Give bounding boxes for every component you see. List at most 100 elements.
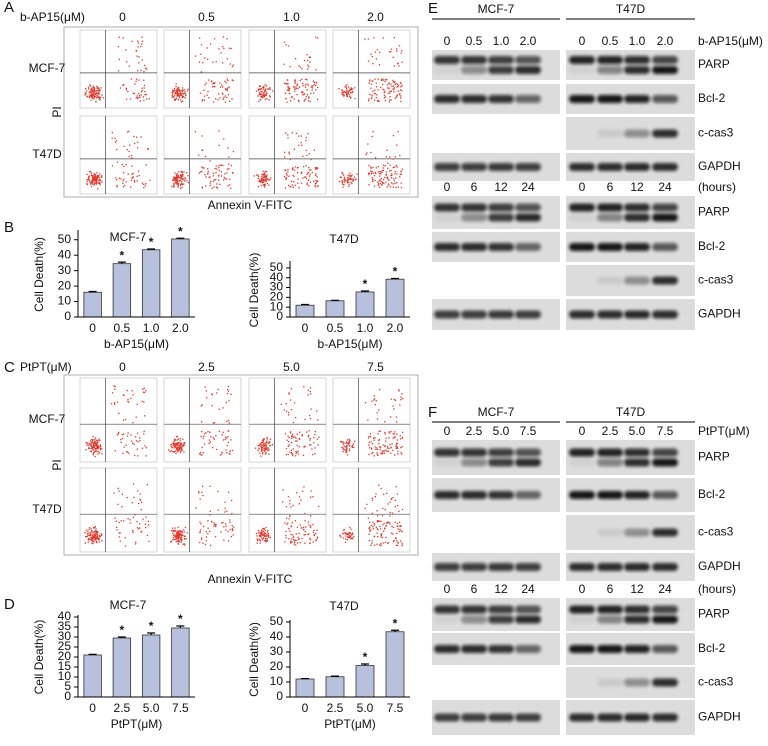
event-dot: [178, 534, 180, 536]
lane-label: 24: [521, 180, 535, 194]
event-dot: [379, 430, 381, 432]
event-dot: [260, 533, 262, 535]
event-dot: [349, 172, 351, 174]
event-dot: [293, 148, 296, 150]
event-dot: [309, 439, 311, 441]
event-dot: [91, 96, 93, 98]
event-dot: [389, 90, 391, 93]
band-label: Bcl-2: [698, 487, 726, 501]
event-dot: [201, 538, 203, 541]
event-dot: [264, 453, 267, 455]
band-label: c-cas3: [698, 126, 734, 140]
event-dot: [211, 80, 213, 82]
event-dot: [304, 445, 306, 447]
dose-label: 2.5: [198, 360, 215, 374]
event-dot: [136, 147, 139, 149]
event-dot: [141, 400, 143, 402]
event-dot: [90, 538, 92, 540]
event-dot: [309, 100, 311, 103]
event-dot: [227, 530, 229, 533]
event-dot: [225, 449, 227, 451]
event-dot: [180, 534, 182, 537]
event-dot: [395, 177, 397, 179]
x-tick-label: 0: [89, 321, 96, 335]
event-dot: [184, 91, 186, 93]
event-dot: [89, 91, 92, 93]
event-dot: [141, 43, 143, 45]
event-dot: [312, 85, 314, 87]
event-dot: [393, 408, 395, 410]
event-dot: [284, 156, 286, 158]
event-dot: [95, 534, 97, 536]
band: [569, 243, 595, 251]
event-dot: [266, 171, 268, 173]
event-dot: [207, 520, 209, 522]
event-dot: [370, 98, 373, 100]
event-dot: [94, 526, 96, 528]
event-dot: [262, 86, 264, 89]
event-dot: [266, 440, 268, 442]
event-dot: [266, 182, 268, 185]
event-dot: [264, 444, 266, 446]
event-dot: [353, 176, 356, 178]
band: [624, 56, 650, 64]
event-dot: [117, 503, 119, 505]
event-dot: [300, 172, 303, 175]
event-dot: [179, 448, 181, 450]
event-dot: [118, 70, 120, 72]
event-dot: [176, 532, 178, 534]
event-dot: [201, 186, 203, 188]
event-dot: [174, 177, 177, 179]
event-dot: [348, 442, 350, 444]
event-dot: [138, 175, 140, 177]
event-dot: [131, 173, 133, 175]
event-dot: [174, 89, 176, 91]
event-dot: [263, 532, 266, 534]
event-dot: [122, 419, 125, 421]
event-dot: [202, 452, 204, 454]
event-dot: [89, 443, 91, 446]
event-dot: [133, 496, 135, 499]
event-dot: [94, 535, 96, 537]
event-dot: [224, 95, 226, 97]
event-dot: [393, 88, 395, 91]
panel-label: E: [428, 0, 438, 17]
event-dot: [294, 184, 296, 186]
event-dot: [346, 534, 349, 536]
event-dot: [179, 179, 182, 182]
event-dot: [92, 527, 95, 529]
event-dot: [92, 537, 94, 539]
band: [652, 678, 678, 687]
lane-label: 2.0: [520, 34, 537, 48]
event-dot: [305, 526, 307, 528]
event-dot: [92, 442, 94, 444]
event-dot: [346, 533, 348, 535]
event-dot: [257, 532, 259, 534]
event-dot: [181, 449, 183, 452]
event-dot: [390, 416, 392, 418]
band: [624, 713, 650, 722]
event-dot: [94, 538, 97, 540]
event-dot: [96, 92, 98, 94]
event-dot: [146, 534, 149, 537]
y-tick-label: 15: [58, 659, 72, 673]
event-dot: [203, 525, 205, 528]
event-dot: [209, 176, 211, 178]
blot-strip: [566, 700, 695, 735]
event-dot: [131, 390, 133, 392]
event-dot: [93, 539, 95, 541]
event-dot: [378, 438, 381, 441]
event-dot: [400, 97, 402, 99]
x-axis-label: PtPT(μM): [324, 717, 376, 731]
event-dot: [268, 441, 271, 443]
event-dot: [368, 441, 370, 444]
event-dot: [93, 534, 96, 536]
event-dot: [372, 443, 374, 445]
event-dot: [351, 445, 353, 447]
event-dot: [288, 89, 290, 91]
flow-plot: [332, 467, 411, 553]
event-dot: [223, 96, 225, 98]
event-dot: [93, 533, 96, 535]
x-tick-label: 2.5: [327, 701, 344, 715]
event-dot: [369, 530, 371, 533]
